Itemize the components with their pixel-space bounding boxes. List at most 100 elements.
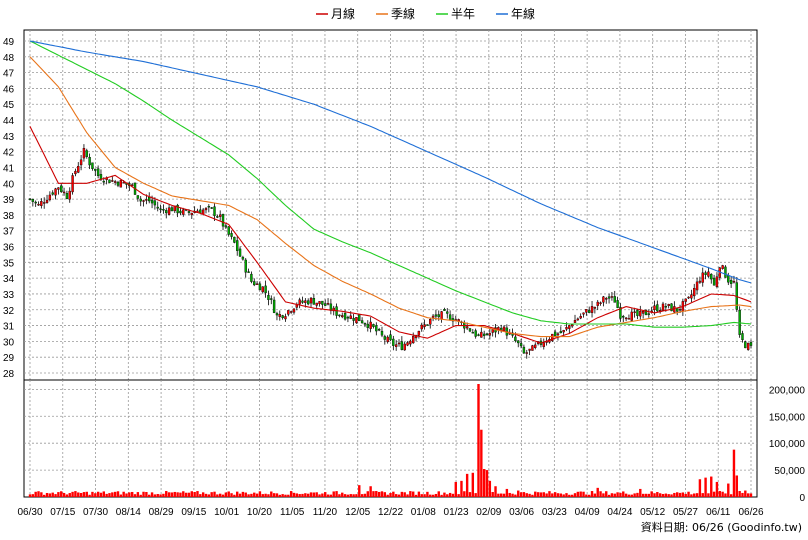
volume-bar xyxy=(65,494,69,497)
candle-up xyxy=(573,319,577,323)
candle-up xyxy=(698,280,702,283)
volume-bar xyxy=(207,494,211,497)
volume-bar xyxy=(480,429,483,497)
candle-down xyxy=(116,181,120,186)
volume-bar xyxy=(573,493,577,497)
volume-bar xyxy=(289,491,293,497)
candle-down xyxy=(238,248,242,257)
volume-bar xyxy=(630,494,633,497)
volume-bar xyxy=(360,494,364,497)
volume-bar xyxy=(42,494,46,497)
candle-down xyxy=(647,313,651,315)
volume-bar xyxy=(718,491,721,497)
volume-bar xyxy=(690,494,693,497)
candle-up xyxy=(565,327,568,330)
candle-down xyxy=(517,340,520,344)
volume-bar xyxy=(536,492,540,497)
candle-down xyxy=(275,313,279,316)
volume-bar xyxy=(62,492,66,497)
volume-bar xyxy=(173,491,176,497)
candle-up xyxy=(653,305,656,311)
volume-bar xyxy=(332,491,335,497)
volume-bar xyxy=(40,492,43,497)
candle-down xyxy=(312,298,316,305)
candle-down xyxy=(670,303,673,312)
volume-bar xyxy=(749,493,753,497)
price-frame xyxy=(23,29,758,381)
volume-bar xyxy=(712,491,716,497)
candle-down xyxy=(522,346,526,354)
candle-up xyxy=(43,202,46,204)
candle-down xyxy=(139,198,142,202)
volume-bar xyxy=(255,493,259,497)
candle-up xyxy=(289,311,293,313)
candle-up xyxy=(292,308,296,313)
candle-down xyxy=(619,307,622,319)
candle-up xyxy=(62,191,66,194)
candle-up xyxy=(190,212,193,216)
volume-bar xyxy=(610,493,614,497)
volume-bar xyxy=(732,449,736,497)
volume-bar xyxy=(355,494,358,497)
candle-down xyxy=(477,334,480,336)
volume-bar xyxy=(721,491,724,497)
volume-bar xyxy=(51,492,54,497)
volume-bar xyxy=(460,480,463,497)
ma-line-0 xyxy=(29,126,752,344)
price-tick-label: 42 xyxy=(3,148,15,159)
volume-bar xyxy=(125,493,128,497)
candle-down xyxy=(85,150,88,157)
candle-down xyxy=(644,309,648,316)
volume-bar xyxy=(162,493,165,497)
volume-bar xyxy=(400,491,404,497)
volume-bar xyxy=(534,491,537,497)
volume-bar xyxy=(28,494,32,497)
candle-up xyxy=(684,298,687,302)
candle-up xyxy=(746,342,750,350)
candle-up xyxy=(562,330,565,333)
x-tick-label: 01/23 xyxy=(444,507,469,518)
candle-up xyxy=(690,294,693,299)
candle-up xyxy=(605,298,608,300)
candle-up xyxy=(403,343,406,351)
volume-bar xyxy=(596,487,599,497)
volume-bar xyxy=(437,491,440,497)
volume-bar xyxy=(545,493,548,497)
volume-bar xyxy=(619,492,622,497)
volume-bar xyxy=(602,493,605,497)
x-tick-label: 05/27 xyxy=(673,507,698,518)
candle-down xyxy=(741,333,744,341)
candle-up xyxy=(585,309,588,313)
volume-bar xyxy=(133,494,137,497)
volume-bar xyxy=(204,493,208,497)
volume-bar xyxy=(139,494,142,497)
x-tick-label: 11/05 xyxy=(280,507,305,518)
volume-bar xyxy=(457,494,460,497)
price-tick-label: 32 xyxy=(3,306,15,317)
candle-up xyxy=(610,296,614,298)
volume-bar xyxy=(695,493,699,497)
volume-bar xyxy=(431,494,435,497)
volume-bar xyxy=(556,493,560,497)
volume-bar xyxy=(321,493,324,497)
volume-bar xyxy=(644,493,648,497)
candle-down xyxy=(664,306,668,308)
candle-up xyxy=(119,180,123,188)
volume-bar xyxy=(85,491,88,497)
volume-bar xyxy=(309,492,313,497)
candle-up xyxy=(167,207,171,215)
candle-down xyxy=(258,283,262,291)
price-tick-label: 30 xyxy=(3,337,15,348)
candle-down xyxy=(159,208,162,210)
candle-up xyxy=(488,333,492,336)
legend-label-2: 半年 xyxy=(451,7,475,21)
volume-bar xyxy=(409,491,412,497)
candle-up xyxy=(315,302,318,306)
candle-up xyxy=(639,310,642,317)
volume-tick-label: 200,000 xyxy=(769,385,806,396)
volume-tick-label: 100,000 xyxy=(769,439,806,450)
volume-bar xyxy=(224,492,228,497)
candle-up xyxy=(687,296,690,299)
candle-down xyxy=(360,320,364,324)
